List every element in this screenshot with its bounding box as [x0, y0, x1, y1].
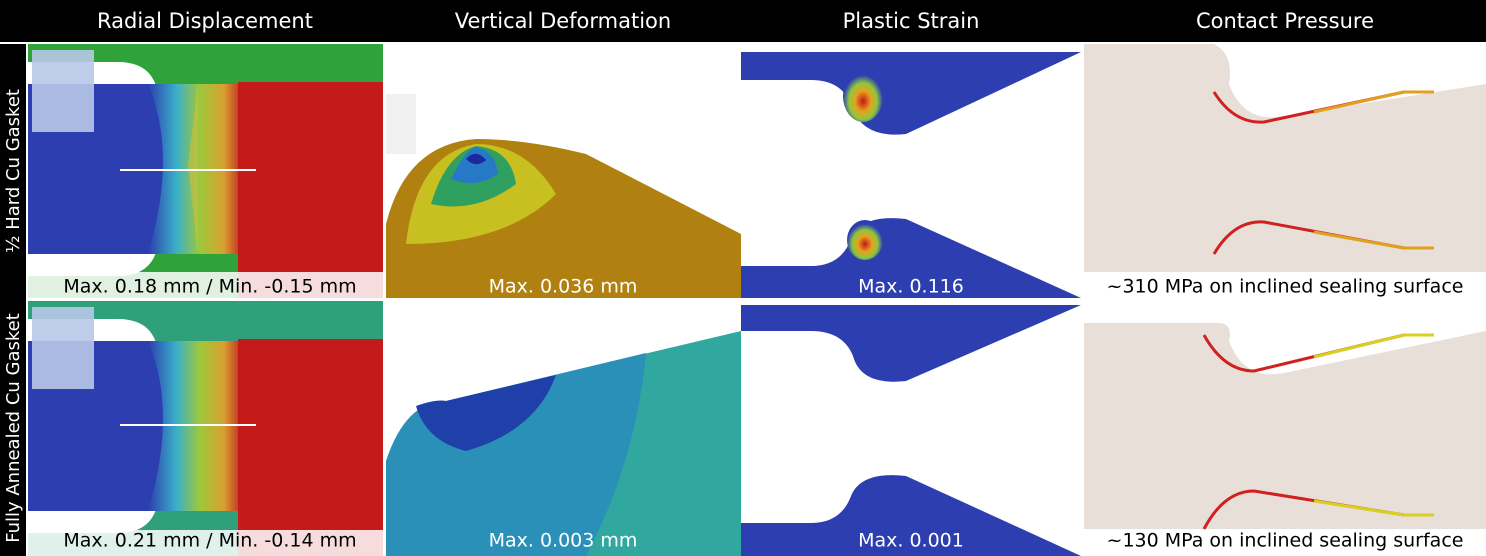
caption: ~310 MPa on inclined sealing surface	[1107, 276, 1464, 298]
column-header: Plastic Strain	[843, 9, 980, 33]
caption: Max. 0.001	[858, 530, 964, 552]
row-label: ½ Hard Cu Gasket	[3, 89, 24, 253]
panel-plastic	[741, 44, 1081, 298]
caption: Max. 0.116	[858, 276, 964, 298]
panel-radial	[28, 301, 383, 556]
panel-radial	[28, 44, 383, 298]
column-header: Radial Displacement	[97, 9, 313, 33]
column-header: Vertical Deformation	[455, 9, 671, 33]
panel-vertical	[386, 44, 741, 298]
panel-plastic	[741, 301, 1081, 556]
caption: Max. 0.003 mm	[489, 530, 638, 552]
caption: ~130 MPa on inclined sealing surface	[1107, 530, 1464, 552]
caption: Max. 0.21 mm / Min. -0.14 mm	[63, 530, 356, 552]
panel-contact	[1084, 44, 1486, 298]
caption: Max. 0.036 mm	[489, 276, 638, 298]
row-label: Fully Annealed Cu Gasket	[3, 313, 24, 543]
panel-contact	[1084, 301, 1486, 556]
caption: Max. 0.18 mm / Min. -0.15 mm	[63, 276, 356, 298]
figure: Radial Displacement Vertical Deformation…	[0, 0, 1486, 556]
panel-vertical	[386, 301, 741, 556]
column-header: Contact Pressure	[1196, 9, 1374, 33]
